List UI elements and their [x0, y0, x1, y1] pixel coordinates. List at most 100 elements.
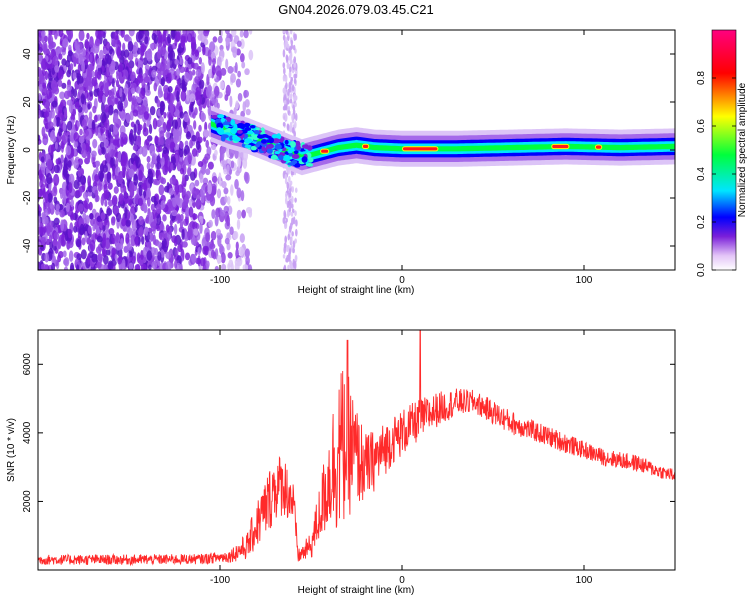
noise-speckle: [41, 30, 46, 38]
noise-speckle: [225, 174, 232, 181]
noise-speckle: [187, 57, 193, 65]
noise-speckle: [242, 101, 246, 113]
noise-speckle: [137, 32, 143, 41]
noise-speckle: [76, 253, 82, 261]
colorbar: 0.0 0.2 0.4 0.6 0.8 Normalized spectral ampl…: [696, 29, 748, 277]
noise-speckle: [294, 210, 297, 217]
noise-speckle: [216, 188, 222, 199]
noise-speckle: [152, 234, 156, 246]
y-tick-label: 2000: [22, 490, 33, 513]
noise-speckle: [121, 258, 126, 269]
noise-speckle: [234, 62, 238, 74]
noise-speckle: [92, 223, 96, 232]
noise-speckle: [154, 255, 159, 263]
noise-speckle: [143, 111, 150, 120]
noise-speckle: [105, 224, 109, 233]
noise-speckle: [120, 110, 127, 121]
noise-speckle: [183, 145, 190, 155]
noise-speckle: [160, 76, 166, 87]
noise-speckle: [284, 74, 288, 83]
noise-speckle: [94, 126, 99, 136]
noise-speckle: [220, 263, 227, 270]
noise-speckle: [150, 221, 157, 232]
noise-speckle: [61, 82, 67, 89]
noise-speckle: [130, 87, 136, 95]
noise-speckle: [146, 155, 151, 163]
noise-speckle: [40, 263, 47, 270]
noise-speckle: [40, 183, 46, 195]
noise-speckle: [52, 255, 57, 264]
noise-speckle: [82, 104, 86, 112]
noise-speckle: [161, 156, 165, 167]
noise-speckle: [224, 237, 230, 245]
noise-speckle: [197, 46, 202, 53]
noise-speckle: [292, 44, 296, 51]
noise-speckle: [172, 197, 177, 208]
noise-speckle: [291, 231, 294, 237]
noise-speckle: [210, 183, 217, 195]
noise-speckle: [191, 148, 198, 157]
noise-speckle: [143, 76, 150, 83]
noise-speckle: [68, 250, 74, 262]
noise-speckle: [244, 68, 250, 76]
noise-speckle: [138, 215, 144, 226]
noise-speckle: [283, 89, 286, 95]
noise-speckle: [173, 236, 178, 247]
noise-speckle: [167, 52, 173, 61]
noise-speckle: [150, 160, 155, 169]
noise-speckle: [141, 145, 148, 157]
noise-speckle: [111, 37, 118, 48]
noise-speckle: [168, 188, 175, 196]
noise-speckle: [89, 36, 94, 48]
noise-speckle: [67, 31, 74, 40]
noise-speckle: [295, 228, 298, 237]
noise-speckle: [123, 49, 130, 58]
noise-speckle: [130, 213, 135, 226]
noise-speckle: [177, 214, 182, 224]
noise-speckle: [239, 53, 245, 63]
ridge-blob: [217, 114, 225, 119]
noise-speckle: [230, 73, 236, 84]
noise-speckle: [70, 198, 75, 208]
noise-speckle: [138, 227, 143, 238]
noise-speckle: [175, 68, 181, 77]
noise-speckle: [151, 260, 158, 270]
noise-speckle: [106, 171, 112, 184]
noise-speckle: [209, 41, 216, 53]
noise-speckle: [58, 127, 63, 137]
x-tick-label: -100: [210, 575, 230, 586]
noise-speckle: [181, 228, 185, 241]
noise-speckle: [48, 234, 53, 243]
noise-speckle: [249, 30, 253, 35]
noise-speckle: [106, 152, 111, 164]
noise-speckle: [285, 217, 288, 223]
noise-speckle: [219, 209, 226, 217]
snr-panel: -100 0 100 2000 4000 6000 Height of straight…: [6, 329, 676, 596]
snr-y-label: SNR (10 * v/v): [6, 418, 17, 482]
noise-speckle: [66, 84, 72, 91]
noise-speckle: [129, 250, 133, 258]
noise-speckle: [234, 262, 240, 270]
noise-speckle: [145, 68, 149, 78]
noise-speckle: [176, 90, 180, 101]
noise-speckle: [127, 90, 131, 102]
noise-speckle: [137, 124, 143, 131]
noise-speckle: [283, 265, 287, 270]
noise-speckle: [193, 228, 199, 236]
noise-speckle: [108, 104, 114, 116]
noise-speckle: [102, 93, 106, 104]
noise-speckle: [175, 31, 181, 42]
noise-speckle: [291, 126, 295, 134]
noise-speckle: [66, 99, 73, 106]
noise-speckle: [125, 219, 131, 227]
noise-speckle: [230, 184, 234, 196]
ridge-blob: [244, 138, 253, 144]
noise-speckle: [132, 144, 138, 151]
noise-speckle: [110, 156, 116, 168]
ridge-blob: [230, 119, 236, 126]
noise-speckle: [54, 30, 58, 40]
noise-speckle: [236, 187, 242, 199]
colorbar-tick-label: 0.2: [696, 215, 707, 229]
noise-speckle: [194, 49, 199, 58]
noise-speckle: [211, 175, 218, 183]
